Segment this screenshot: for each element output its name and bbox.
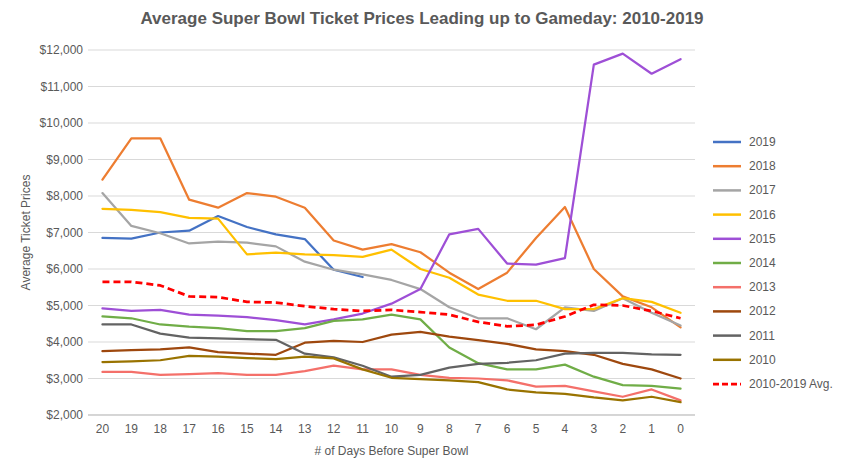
x-tick-label: 1: [648, 422, 655, 436]
legend-label: 2013: [749, 280, 776, 294]
plot-area: [102, 54, 680, 403]
series-line: [102, 366, 680, 401]
grid-line: [88, 123, 695, 124]
legend-label: 2011: [749, 329, 775, 343]
x-tick-label: 0: [677, 422, 684, 436]
legend-swatch: [713, 310, 741, 313]
x-tick-label: 12: [327, 422, 341, 436]
legend-label: 2018: [749, 159, 776, 173]
x-tick-label: 11: [356, 422, 369, 436]
y-tick-label: $6,000: [46, 262, 83, 276]
legend-label: 2014: [749, 256, 776, 270]
legend-swatch: [713, 334, 741, 337]
title: Average Super Bowl Ticket Prices Leading…: [140, 9, 703, 28]
legend-swatch: [713, 165, 741, 168]
y-tick-label: $9,000: [46, 153, 83, 167]
legend-swatch: [713, 262, 741, 265]
y-tick-label: $5,000: [46, 299, 83, 313]
x-tick-label: 19: [125, 422, 139, 436]
series-line: [102, 282, 680, 327]
grid-line: [88, 50, 695, 51]
x-tick-label: 9: [417, 422, 424, 436]
y-tick-label: $3,000: [46, 372, 83, 386]
legend-label: 2012: [749, 304, 776, 318]
grid-line: [88, 342, 695, 343]
series-line: [102, 193, 680, 329]
legend-swatch: [713, 359, 741, 362]
chart-svg: Average Super Bowl Ticket Prices Leading…: [0, 0, 844, 475]
x-tick-label: 16: [211, 422, 225, 436]
series-line: [102, 54, 680, 325]
x-tick-label: 7: [475, 422, 482, 436]
x-tick-label: 8: [446, 422, 453, 436]
x-tick-label: 2: [619, 422, 626, 436]
legend-label: 2015: [749, 232, 776, 246]
x-tick-label: 18: [154, 422, 168, 436]
x-tick-label: 14: [269, 422, 283, 436]
y-axis-label: Average Ticket Prices: [19, 175, 33, 291]
y-tick-label: $2,000: [46, 408, 83, 422]
grid-line: [88, 159, 695, 160]
series-line: [102, 138, 680, 327]
background: [0, 0, 844, 475]
x-axis-line: [88, 415, 695, 416]
x-tick-label: 6: [504, 422, 511, 436]
legend-label: 2010: [749, 353, 776, 367]
x-tick-label: 20: [96, 422, 110, 436]
grid-line: [88, 196, 695, 197]
grid-line: [88, 86, 695, 87]
legend-label: 2010-2019 Avg.: [749, 377, 833, 391]
legend-swatch: [713, 238, 741, 241]
grid-line: [88, 415, 695, 416]
series-line: [102, 324, 680, 376]
y-tick-label: $8,000: [46, 189, 83, 203]
y-tick-label: $11,000: [41, 80, 84, 94]
x-axis-label: # of Days Before Super Bowl: [314, 444, 468, 458]
legend-swatch: [713, 189, 741, 192]
legend-label: 2017: [749, 183, 776, 197]
legend-label: 2016: [749, 208, 776, 222]
y-tick-label: $7,000: [46, 226, 83, 240]
legend-swatch: [713, 383, 741, 386]
legend-swatch: [713, 286, 741, 289]
x-tick-label: 5: [533, 422, 540, 436]
grid-line: [88, 269, 695, 270]
legend-swatch: [713, 213, 741, 216]
chart-container: Average Super Bowl Ticket Prices Leading…: [0, 0, 844, 475]
x-tick-label: 3: [590, 422, 597, 436]
x-tick-label: 4: [562, 422, 569, 436]
y-tick-label: $4,000: [46, 335, 83, 349]
x-tick-label: 17: [182, 422, 196, 436]
legend-swatch: [713, 141, 741, 144]
y-tick-label: $10,000: [40, 116, 84, 130]
legend: 2019 2018 2017 2016 2015 2014 2013 2012 2011 2010…: [713, 135, 833, 391]
x-tick-label: 13: [298, 422, 312, 436]
x-tick-label: 15: [240, 422, 254, 436]
series-line: [102, 356, 680, 402]
legend-label: 2019: [749, 135, 776, 149]
x-tick-label: 10: [385, 422, 399, 436]
y-tick-label: $12,000: [40, 43, 84, 57]
